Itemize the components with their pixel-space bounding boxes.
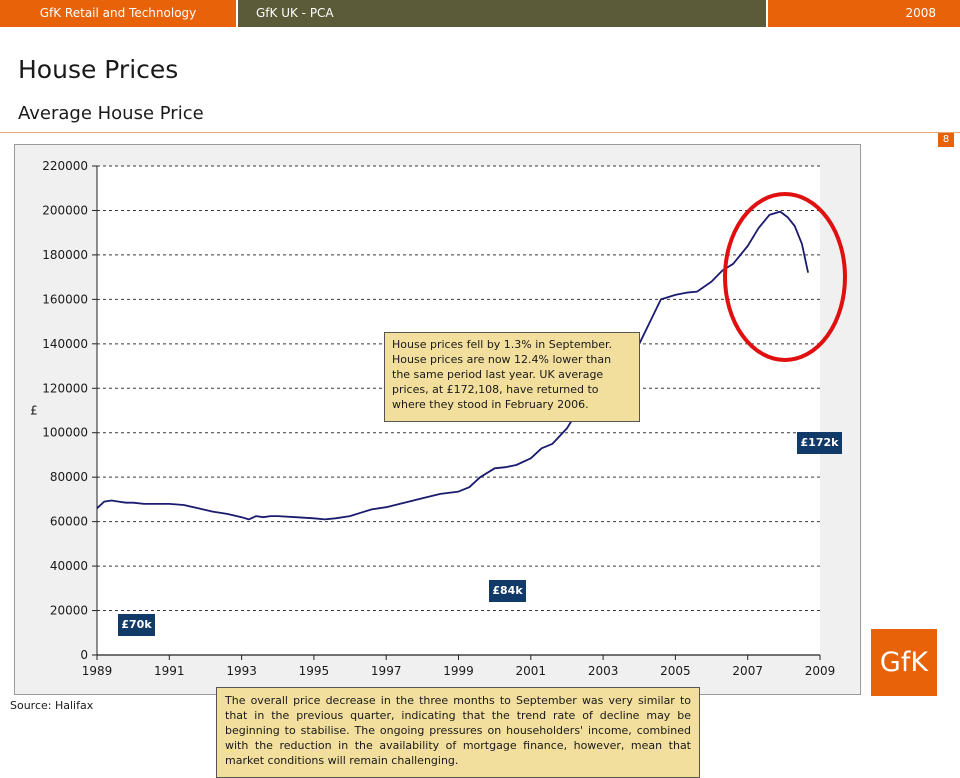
data-point <box>241 517 242 518</box>
page-subtitle: Average House Price <box>18 103 204 124</box>
data-point <box>696 291 697 292</box>
data-point <box>480 477 481 478</box>
data-point <box>758 228 759 229</box>
header-bar: GfK Retail and Technology GfK UK - PCA 2… <box>0 0 960 27</box>
header-year: 2008 <box>768 0 960 27</box>
data-point <box>494 468 495 469</box>
page-title: House Prices <box>18 55 179 84</box>
y-tick-label: 160000 <box>42 292 88 306</box>
data-point <box>349 515 350 516</box>
x-tick-label: 1995 <box>299 664 330 678</box>
data-point <box>787 217 788 218</box>
source-note: Source: Halifax <box>10 699 94 712</box>
data-point <box>807 272 808 273</box>
data-point <box>386 507 387 508</box>
page-number: 8 <box>938 133 954 147</box>
header-company: GfK Retail and Technology <box>0 0 238 27</box>
y-tick-label: 40000 <box>50 559 88 573</box>
data-point <box>541 448 542 449</box>
data-point <box>566 428 567 429</box>
data-point <box>295 517 296 518</box>
x-tick-label: 1999 <box>443 664 474 678</box>
data-point <box>335 518 336 519</box>
data-point <box>516 464 517 465</box>
data-point <box>747 245 748 246</box>
data-point <box>360 512 361 513</box>
house-price-line <box>96 210 809 521</box>
y-tick-label: 60000 <box>50 515 88 529</box>
y-tick-label: 100000 <box>42 426 88 440</box>
data-point <box>133 502 134 503</box>
data-point <box>104 501 105 502</box>
data-point <box>649 321 650 322</box>
y-tick-label: 120000 <box>42 381 88 395</box>
house-price-chart: 0 20000 40000 60000 80000 100000 120000 140000 1… <box>30 159 847 678</box>
data-point <box>505 467 506 468</box>
annotation-quarter-outlook: The overall price decrease in the three … <box>216 687 700 778</box>
y-tick-label: 80000 <box>50 470 88 484</box>
data-point <box>169 503 170 504</box>
data-point <box>111 500 112 501</box>
data-point <box>198 508 199 509</box>
data-point <box>248 519 249 520</box>
data-point <box>227 513 228 514</box>
data-point <box>154 503 155 504</box>
data-point <box>270 515 271 516</box>
data-point <box>801 243 802 244</box>
data-point <box>722 270 723 271</box>
x-tick-label: 1989 <box>82 664 113 678</box>
data-label-2000: £84k <box>489 580 526 602</box>
data-point <box>422 498 423 499</box>
data-point <box>404 502 405 503</box>
data-point <box>780 211 781 212</box>
data-point <box>675 294 676 295</box>
data-point <box>733 263 734 264</box>
header-project: GfK UK - PCA <box>238 0 768 27</box>
x-tick-label: 2005 <box>660 664 691 678</box>
data-point <box>118 501 119 502</box>
data-point <box>143 503 144 504</box>
data-point <box>324 519 325 520</box>
data-point <box>371 509 372 510</box>
data-point <box>96 508 97 509</box>
gfk-logo: GfK <box>871 629 937 696</box>
data-point <box>313 518 314 519</box>
x-tick-label: 2001 <box>516 664 547 678</box>
y-tick-label: 220000 <box>42 159 88 173</box>
x-tick-label: 2007 <box>732 664 763 678</box>
data-label-1989: £70k <box>118 614 155 636</box>
data-label-2008: £172k <box>797 432 842 454</box>
data-point <box>125 502 126 503</box>
data-point <box>440 493 441 494</box>
data-point <box>277 515 278 516</box>
x-tick-label: 2003 <box>588 664 619 678</box>
y-tick-label: 200000 <box>42 203 88 217</box>
x-tick-label: 1997 <box>371 664 402 678</box>
data-point <box>255 515 256 516</box>
x-tick-label: 1993 <box>226 664 257 678</box>
y-tick-label: 20000 <box>50 604 88 618</box>
data-point <box>686 292 687 293</box>
data-point <box>469 487 470 488</box>
data-point <box>263 517 264 518</box>
data-point <box>711 281 712 282</box>
y-axis-label: £ <box>30 404 38 418</box>
y-tick-label: 0 <box>80 648 88 662</box>
data-point <box>769 214 770 215</box>
title-divider <box>0 132 960 133</box>
data-point <box>530 458 531 459</box>
annotation-september-fall: House prices fell by 1.3% in September. … <box>384 332 640 422</box>
y-tick-label: 140000 <box>42 337 88 351</box>
data-point <box>552 443 553 444</box>
x-tick-label: 1991 <box>154 664 185 678</box>
data-point <box>212 511 213 512</box>
highlight-circle <box>723 192 847 362</box>
data-point <box>458 491 459 492</box>
y-tick-label: 180000 <box>42 248 88 262</box>
chart-panel: 0 20000 40000 60000 80000 100000 120000 140000 1… <box>14 144 861 778</box>
x-tick-label: 2009 <box>805 664 836 678</box>
data-point <box>183 504 184 505</box>
data-point <box>660 299 661 300</box>
data-point <box>794 225 795 226</box>
